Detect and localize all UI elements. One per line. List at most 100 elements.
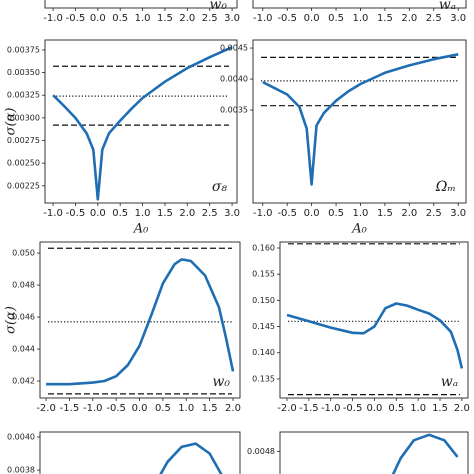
x-tick-label: -1.0 <box>83 403 103 414</box>
x-tick-label: 1.0 <box>353 208 369 219</box>
x-tick-label: 2.0 <box>401 208 417 219</box>
x-tick-label: 0.5 <box>155 403 171 414</box>
y-tick-label: 0.00275 <box>7 136 40 145</box>
panel: 0.0038 0.0040 <box>7 431 241 474</box>
data-line <box>262 53 459 186</box>
panel: -1.0 -0.5 0.0 0.5 1.0 1.5 2.0 2.5 3.0 0.00225 0.00… <box>4 39 240 237</box>
x-tick-label: 0.0 <box>132 403 148 414</box>
x-tick-label: 0.5 <box>388 403 404 414</box>
x-tick-label: -1.0 <box>253 208 273 219</box>
panel: -1.0 -0.5 0.0 0.5 1.0 1.5 2.0 2.5 3.0wₐ <box>252 0 467 24</box>
panel-label: wₐ <box>441 374 458 390</box>
panel-label: Ωₘ <box>435 179 456 195</box>
x-tick-label: 1.0 <box>135 13 151 24</box>
y-tick-label: 0.150 <box>252 296 275 305</box>
y-tick-label: 0.00375 <box>7 45 40 54</box>
x-tick-label: 0.5 <box>328 208 344 219</box>
panel-label: w₀ <box>209 0 227 13</box>
axes-frame <box>252 0 467 9</box>
x-tick-label: 3.0 <box>224 208 240 219</box>
x-tick-label: 0.5 <box>112 208 128 219</box>
y-tick-label: 0.0048 <box>247 447 275 456</box>
x-tick-label: -1.0 <box>43 13 63 24</box>
panel: -1.0 -0.5 0.0 0.5 1.0 1.5 2.0 2.5 3.0 0.0035 0.004… <box>220 39 467 237</box>
axes-frame <box>279 241 469 399</box>
x-tick-label: 1.5 <box>377 208 393 219</box>
y-tick-label: 0.140 <box>252 348 275 357</box>
x-tick-label: 2.0 <box>454 403 470 414</box>
x-tick-label: 2.5 <box>202 208 218 219</box>
axes-frame <box>39 431 241 474</box>
x-tick-label: 2.5 <box>202 13 218 24</box>
x-tick-label: 1.5 <box>157 208 173 219</box>
x-tick-label: 1.0 <box>353 13 369 24</box>
x-tick-label: 2.0 <box>179 13 195 24</box>
x-tick-label: 2.0 <box>401 13 417 24</box>
x-tick-label: 2.0 <box>179 208 195 219</box>
x-tick-label: 3.0 <box>450 13 466 24</box>
y-tick-label: 0.145 <box>252 322 275 331</box>
x-tick-label: 1.5 <box>432 403 448 414</box>
x-tick-label: -2.0 <box>36 403 56 414</box>
x-tick-label: -0.5 <box>277 208 297 219</box>
data-line <box>46 258 235 386</box>
x-tick-label: 0.5 <box>112 13 128 24</box>
x-tick-label: -2.0 <box>277 403 297 414</box>
panel-label: w₀ <box>212 374 230 390</box>
x-tick-label: 1.0 <box>135 208 151 219</box>
panel: -2.0 -1.5 -1.0 -0.5 0.0 0.5 1.0 1.5 2.0 0.135 0.14… <box>252 241 470 414</box>
x-tick-label: 2.0 <box>225 403 241 414</box>
y-axis-label: σ(α) <box>4 108 19 136</box>
y-tick-label: 0.048 <box>12 281 35 290</box>
panel: -2.0 -1.5 -1.0 -0.5 0.0 0.5 1.0 1.5 2.0 0.042 0.04… <box>4 241 241 414</box>
y-tick-label: 0.0045 <box>220 44 248 53</box>
y-tick-label: 0.0038 <box>7 466 35 474</box>
y-tick-label: 0.0040 <box>220 75 248 84</box>
axes-frame <box>252 39 467 204</box>
data-line <box>52 46 233 201</box>
panel-label: wₐ <box>439 0 456 13</box>
x-tick-label: 1.5 <box>202 403 218 414</box>
y-axis-label: σ(α) <box>4 306 19 334</box>
y-tick-label: 0.00250 <box>7 159 40 168</box>
x-tick-label: -0.5 <box>66 208 86 219</box>
x-tick-label: 3.0 <box>224 13 240 24</box>
x-tick-label: 1.5 <box>377 13 393 24</box>
data-line <box>391 433 459 474</box>
axes-frame <box>44 39 238 204</box>
data-line <box>286 302 464 369</box>
y-tick-label: 0.0040 <box>7 432 35 441</box>
x-tick-label: 2.5 <box>426 13 442 24</box>
y-tick-label: 0.046 <box>12 313 35 322</box>
panel: 0.00460.0048 <box>247 431 469 474</box>
x-tick-label: -0.5 <box>277 13 297 24</box>
axes-frame <box>279 431 469 474</box>
y-tick-label: 0.042 <box>12 377 35 386</box>
y-tick-label: 0.044 <box>12 345 35 354</box>
x-tick-label: 0.0 <box>90 208 106 219</box>
x-tick-label: 1.5 <box>157 13 173 24</box>
y-tick-label: 0.00225 <box>7 181 40 190</box>
y-tick-label: 0.135 <box>252 374 275 383</box>
x-tick-label: -0.5 <box>106 403 126 414</box>
panel-label: σ₈ <box>212 179 228 195</box>
x-tick-label: 0.0 <box>304 13 320 24</box>
x-tick-label: -0.5 <box>343 403 363 414</box>
y-tick-label: 0.00325 <box>7 91 40 100</box>
y-tick-label: 0.155 <box>252 270 275 279</box>
axes-frame <box>44 0 238 9</box>
y-tick-label: 0.00350 <box>7 68 40 77</box>
axes-frame <box>39 241 241 399</box>
panel: -1.0 -0.5 0.0 0.5 1.0 1.5 2.0 2.5 3.0w₀ <box>43 0 240 24</box>
x-tick-label: 0.0 <box>366 403 382 414</box>
y-tick-label: 0.160 <box>252 244 275 253</box>
x-axis-label: A₀ <box>351 222 367 237</box>
x-tick-label: -0.5 <box>66 13 86 24</box>
x-tick-label: -1.0 <box>43 208 63 219</box>
y-tick-label: 0.050 <box>12 249 35 258</box>
x-tick-label: 1.0 <box>178 403 194 414</box>
x-tick-label: -1.5 <box>299 403 319 414</box>
x-tick-label: -1.0 <box>321 403 341 414</box>
x-tick-label: -1.5 <box>60 403 80 414</box>
